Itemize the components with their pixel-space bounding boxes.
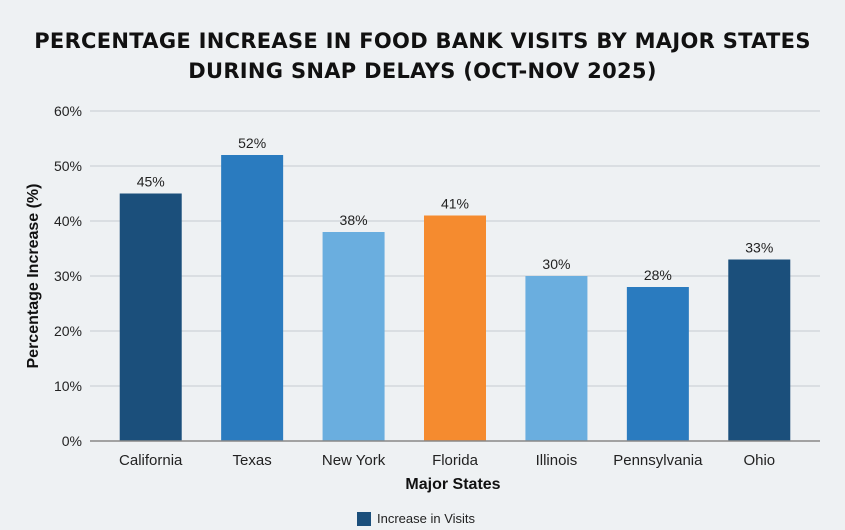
bar-california [119, 193, 182, 441]
x-tick-label: New York [322, 452, 386, 469]
y-tick-label: 30% [54, 268, 82, 284]
data-label: 45% [137, 174, 165, 190]
bar-illinois [525, 276, 588, 441]
data-label: 41% [441, 196, 469, 212]
data-label: 52% [238, 135, 266, 151]
data-label: 28% [644, 267, 672, 283]
legend: Increase in Visits [357, 511, 475, 526]
y-tick-label: 0% [62, 433, 82, 449]
y-tick-label: 20% [54, 323, 82, 339]
y-tick-label: 10% [54, 378, 82, 394]
legend-swatch [357, 511, 371, 526]
y-axis-title: Percentage Increase (%) [25, 184, 42, 369]
data-label: 38% [340, 212, 368, 228]
data-label: 33% [745, 240, 773, 256]
x-tick-label: Florida [432, 452, 479, 469]
x-tick-label: Texas [233, 452, 272, 469]
chart-title: PERCENTAGE INCREASE IN FOOD BANK VISITS … [34, 29, 811, 83]
x-axis-title: Major States [405, 476, 500, 493]
bar-ohio [728, 259, 791, 441]
y-tick-label: 40% [54, 213, 82, 229]
x-tick-label: Ohio [743, 452, 775, 469]
bar-pennsylvania [626, 287, 689, 441]
x-tick-label: Pennsylvania [613, 452, 703, 469]
bar-florida [424, 215, 486, 441]
x-tick-label: California [119, 452, 183, 469]
x-tick-label: Illinois [536, 452, 578, 469]
bar-texas [221, 155, 284, 441]
y-tick-label: 60% [54, 103, 82, 119]
legend-label: Increase in Visits [377, 511, 476, 526]
y-tick-label: 50% [54, 158, 82, 174]
bar-new-york [322, 232, 385, 441]
data-label: 30% [542, 256, 570, 272]
